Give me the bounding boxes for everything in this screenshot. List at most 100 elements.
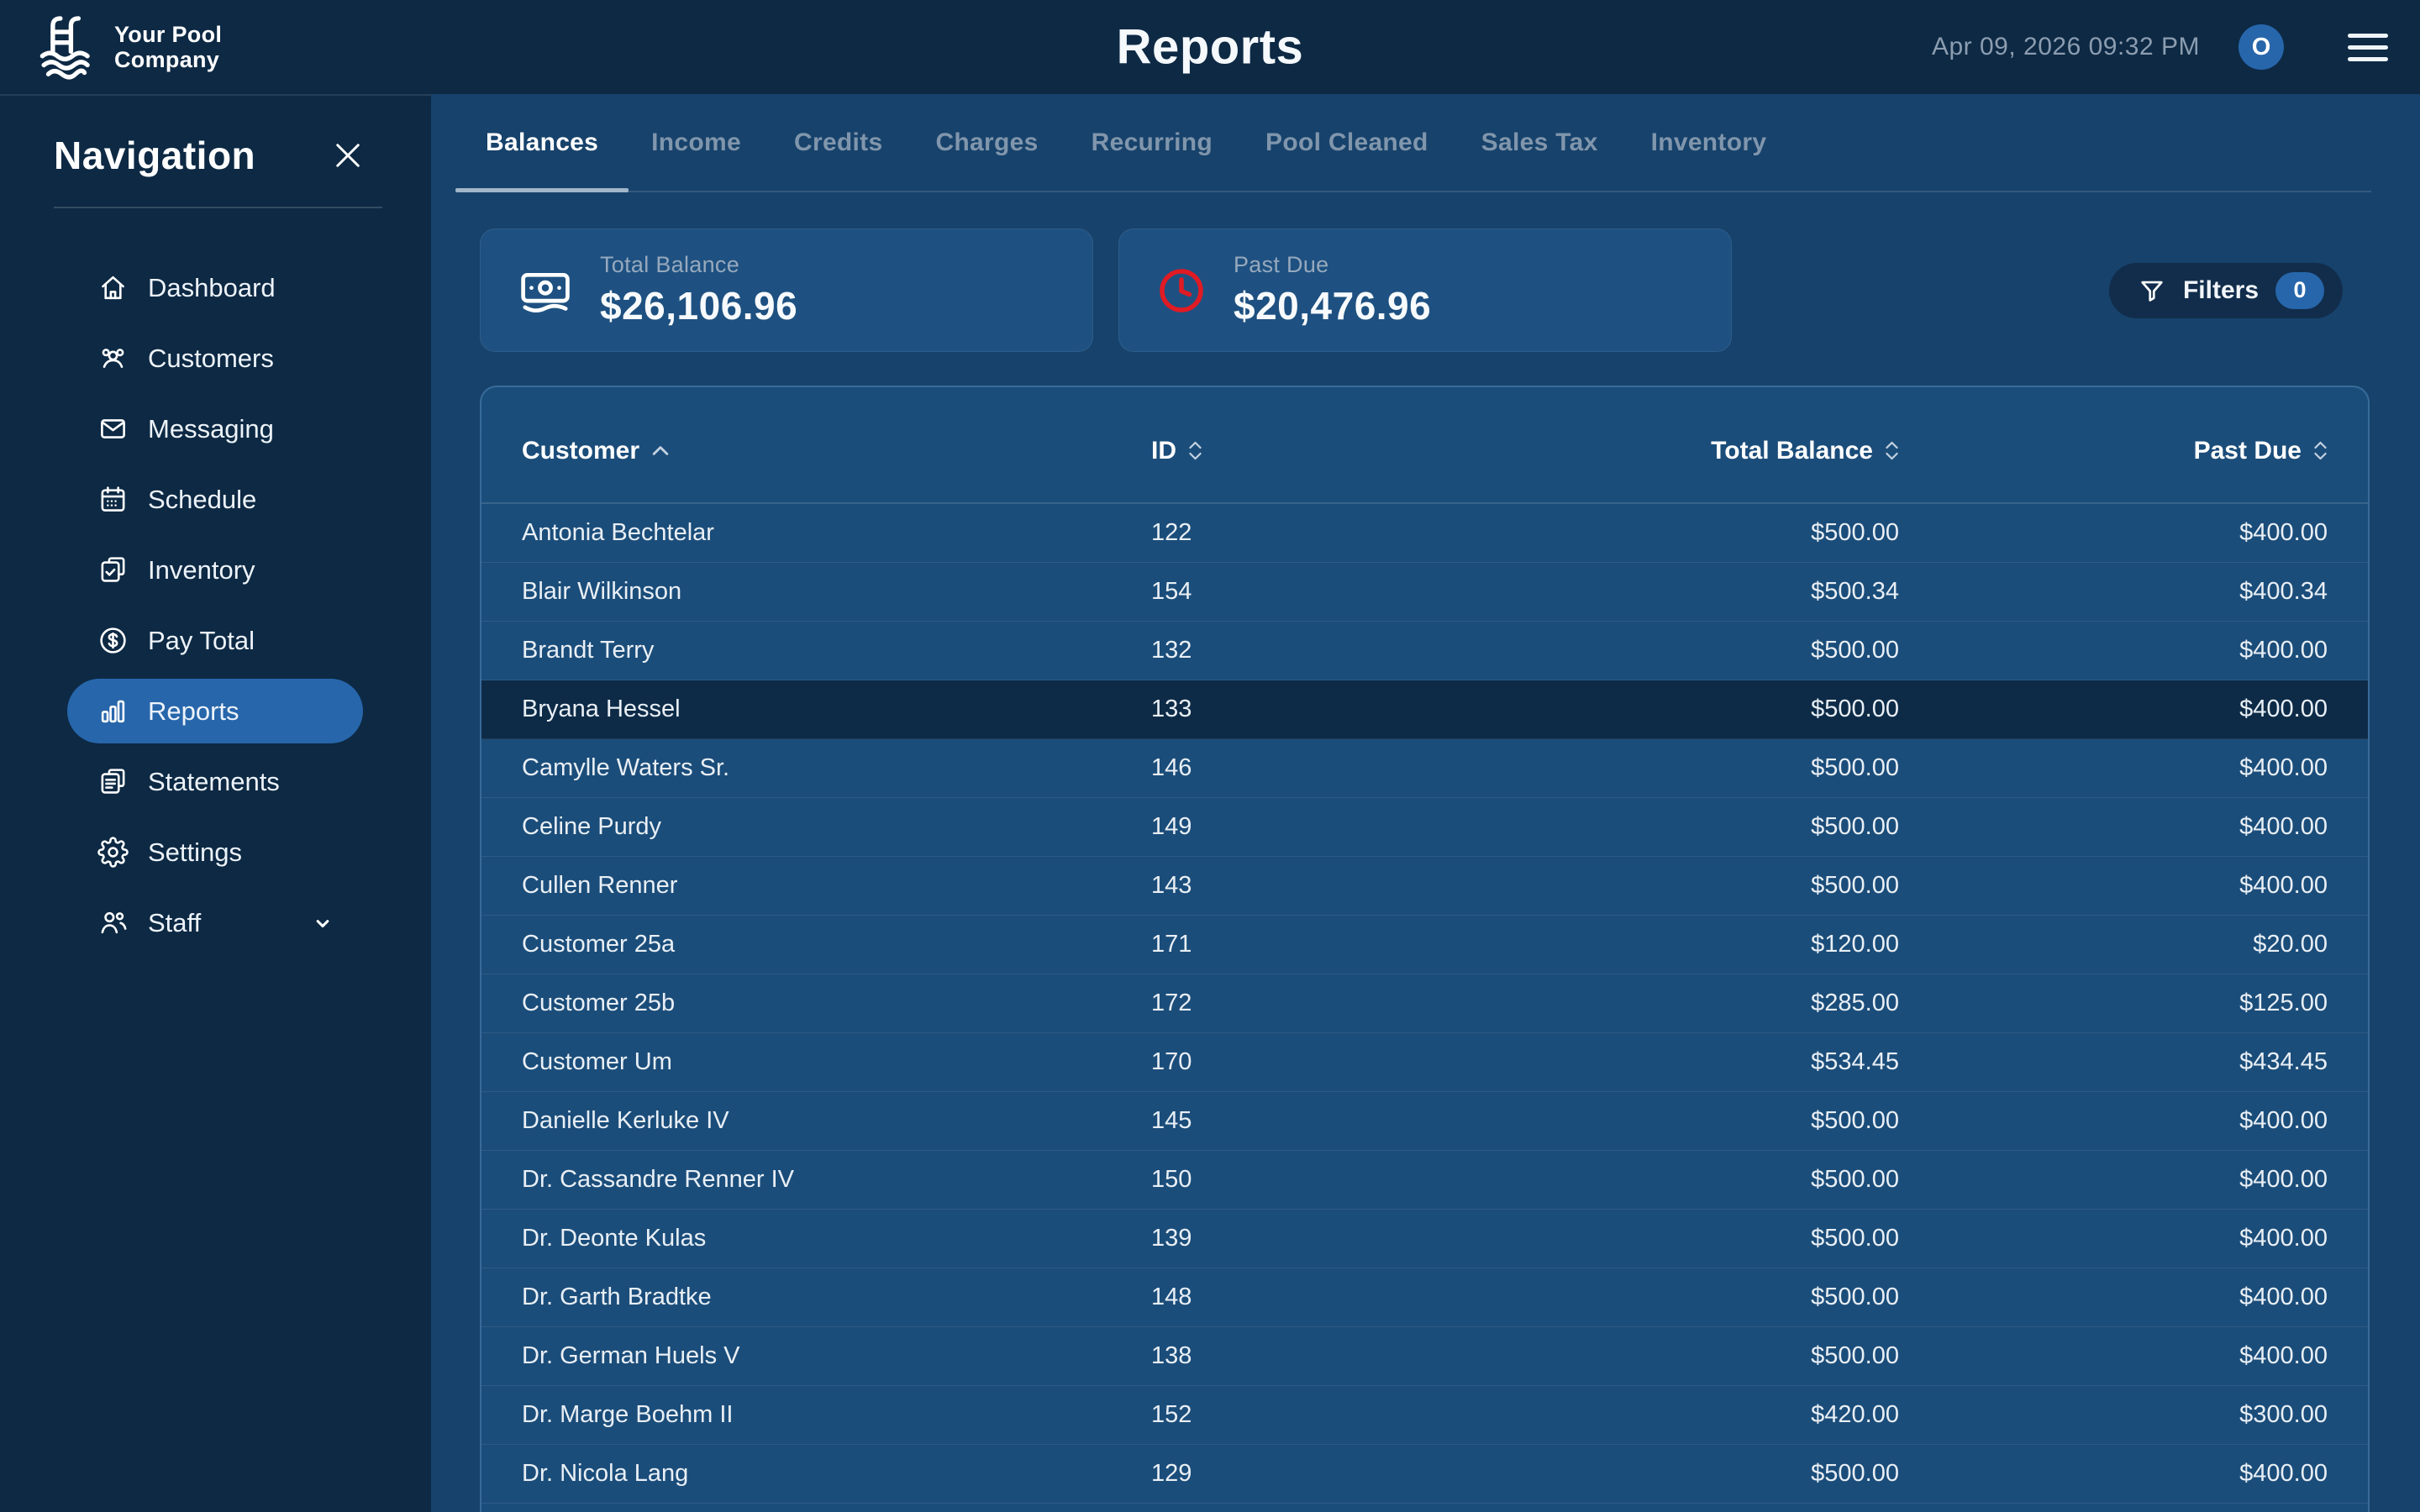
stat-value: $26,106.96 [600, 284, 798, 328]
sidebar-item-reports[interactable]: Reports [67, 679, 363, 743]
cell-total-balance: $500.00 [1811, 1225, 1899, 1252]
cell-total-balance: $500.00 [1811, 1284, 1899, 1310]
table-row[interactable]: Dr. Marge Boehm II 152 $420.00 $300.00 [481, 1386, 2368, 1445]
cell-id: 150 [1151, 1166, 1192, 1193]
sidebar-item-schedule[interactable]: Schedule [67, 467, 363, 532]
cell-total-balance: $120.00 [1811, 931, 1899, 958]
cell-customer: Customer 25a [522, 931, 676, 958]
tab-recurring[interactable]: Recurring [1091, 129, 1213, 156]
table-row[interactable]: Customer 25b 172 $285.00 $125.00 [481, 974, 2368, 1033]
table-row[interactable]: Dr. Deonte Kulas 139 $500.00 $400.00 [481, 1210, 2368, 1268]
past-due-card: Past Due $20,476.96 [1118, 228, 1732, 352]
cell-past-due: $400.00 [2239, 637, 2328, 664]
column-header-customer[interactable]: Customer [522, 437, 1151, 465]
sidebar-item-dashboard[interactable]: Dashboard [67, 255, 363, 320]
cell-past-due: $400.34 [2239, 578, 2328, 605]
column-header-total-balance[interactable]: Total Balance [1428, 437, 1899, 465]
sidebar-item-label: Customers [148, 343, 274, 373]
cell-customer: Celine Purdy [522, 813, 662, 840]
table-row[interactable]: Dr. German Huels V 138 $500.00 $400.00 [481, 1327, 2368, 1386]
column-header-id[interactable]: ID [1151, 437, 1428, 465]
table-row[interactable]: Danielle Kerluke IV 145 $500.00 $400.00 [481, 1092, 2368, 1151]
sidebar-item-settings[interactable]: Settings [67, 820, 363, 885]
table-row[interactable]: Bryana Hessel 133 $500.00 $400.00 [481, 680, 2368, 739]
sidebar-item-label: Inventory [148, 554, 255, 585]
dollar-circle-icon [100, 627, 126, 654]
tab-balances[interactable]: Balances [455, 129, 629, 192]
table-row[interactable]: Dr. Garth Bradtke 148 $500.00 $400.00 [481, 1268, 2368, 1327]
cell-past-due: $400.00 [2239, 1342, 2328, 1369]
cell-id: 171 [1151, 931, 1192, 958]
datetime: Apr 09, 2026 09:32 PM [1931, 33, 2200, 60]
sort-both-icon [1188, 441, 1202, 460]
cell-total-balance: $500.00 [1811, 1166, 1899, 1193]
cell-customer: Cullen Renner [522, 872, 678, 899]
tab-pool-cleaned[interactable]: Pool Cleaned [1265, 129, 1428, 156]
cell-id: 172 [1151, 990, 1192, 1016]
tab-charges[interactable]: Charges [935, 129, 1039, 156]
table-row[interactable]: Dr. Cassandre Renner IV 150 $500.00 $400.00 [481, 1151, 2368, 1210]
sort-asc-icon [652, 446, 669, 455]
cell-past-due: $400.00 [2239, 1166, 2328, 1193]
main-content: Balances Income Credits Charges Recurrin… [431, 94, 2420, 1512]
sidebar-item-messaging[interactable]: Messaging [67, 396, 363, 461]
table-body: Antonia Bechtelar 122 $500.00 $400.00 Blair … [481, 504, 2368, 1504]
pool-logo-icon [39, 16, 90, 80]
table-row[interactable]: Dr. Nicola Lang 129 $500.00 $400.00 [481, 1445, 2368, 1504]
cell-customer: Brandt Terry [522, 637, 655, 664]
summary-row: Total Balance $26,106.96 Past Due $20,47… [480, 228, 2371, 352]
table-row[interactable]: Cullen Renner 143 $500.00 $400.00 [481, 857, 2368, 916]
table-row[interactable]: Blair Wilkinson 154 $500.34 $400.34 [481, 563, 2368, 622]
cell-id: 132 [1151, 637, 1192, 664]
filters-button[interactable]: Filters 0 [2108, 262, 2343, 318]
total-balance-card: Total Balance $26,106.96 [480, 228, 1093, 352]
table-row[interactable]: Camylle Waters Sr. 146 $500.00 $400.00 [481, 739, 2368, 798]
close-icon[interactable] [330, 138, 366, 173]
table-row[interactable]: Antonia Bechtelar 122 $500.00 $400.00 [481, 504, 2368, 563]
tab-inventory[interactable]: Inventory [1650, 129, 1767, 156]
gear-icon [97, 837, 129, 868]
sidebar-item-label: Reports [148, 696, 239, 726]
clipboard-check-icon [101, 557, 125, 582]
cell-id: 170 [1151, 1048, 1192, 1075]
sidebar-item-label: Settings [148, 837, 243, 867]
staff-icon [101, 911, 127, 934]
app-header: Your Pool Company Reports Apr 09, 2026 0… [0, 0, 2420, 94]
cell-past-due: $400.00 [2239, 813, 2328, 840]
sort-both-icon [2313, 441, 2328, 460]
sidebar-item-pay-total[interactable]: Pay Total [67, 608, 363, 673]
sidebar-item-inventory[interactable]: Inventory [67, 538, 363, 602]
page-title: Reports [1116, 19, 1304, 75]
stat-label: Past Due [1234, 252, 1329, 277]
hamburger-menu-icon[interactable] [2346, 29, 2390, 66]
tab-sales-tax[interactable]: Sales Tax [1481, 129, 1598, 156]
tab-credits[interactable]: Credits [794, 129, 883, 156]
logo: Your Pool Company [30, 11, 222, 83]
sidebar-item-staff[interactable]: Staff [67, 890, 363, 955]
sidebar-item-statements[interactable]: Statements [67, 749, 363, 814]
table-row[interactable]: Customer Um 170 $534.45 $434.45 [481, 1033, 2368, 1092]
avatar[interactable]: O [2238, 24, 2284, 70]
chevron-down-icon [316, 919, 329, 927]
balances-table: Customer ID Total Balance Past Due [480, 386, 2370, 1512]
cell-customer: Dr. German Huels V [522, 1342, 740, 1369]
column-header-past-due[interactable]: Past Due [1899, 437, 2328, 465]
cell-total-balance: $500.00 [1811, 1460, 1899, 1487]
cell-id: 138 [1151, 1342, 1192, 1369]
table-row[interactable]: Customer 25a 171 $120.00 $20.00 [481, 916, 2368, 974]
cell-past-due: $400.00 [2239, 1107, 2328, 1134]
sidebar-item-label: Dashboard [148, 272, 276, 302]
table-row[interactable]: Celine Purdy 149 $500.00 $400.00 [481, 798, 2368, 857]
cell-past-due: $400.00 [2239, 1284, 2328, 1310]
sidebar-item-customers[interactable]: Customers [67, 326, 363, 391]
tab-income[interactable]: Income [651, 129, 741, 156]
customers-icon [102, 349, 124, 368]
clock-icon [1160, 268, 1203, 312]
table-row[interactable]: Brandt Terry 132 $500.00 $400.00 [481, 622, 2368, 680]
cell-customer: Customer Um [522, 1048, 672, 1075]
report-tabs: Balances Income Credits Charges Recurrin… [455, 94, 2371, 192]
logo-line1: Your Pool [114, 21, 223, 47]
cell-total-balance: $500.00 [1811, 519, 1899, 546]
table-header-row: Customer ID Total Balance Past Due [481, 387, 2368, 504]
cell-customer: Antonia Bechtelar [522, 519, 714, 546]
